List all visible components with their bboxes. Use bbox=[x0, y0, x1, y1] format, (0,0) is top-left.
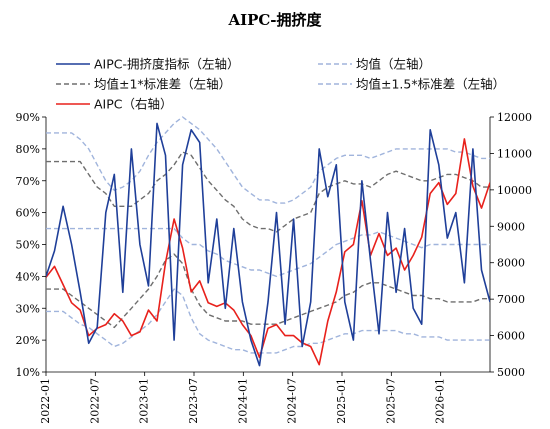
right-tick-label: 9000 bbox=[497, 220, 525, 233]
x-tick-label: 2025-01 bbox=[335, 378, 348, 424]
x-tick-label: 2025-07 bbox=[384, 378, 397, 424]
right-tick-label: 7000 bbox=[497, 293, 525, 306]
series-line-2 bbox=[46, 151, 490, 233]
x-tick-label: 2022-01 bbox=[39, 378, 52, 424]
left-tick-label: 90% bbox=[16, 111, 40, 124]
right-axis-ticks: 5000 6000 7000 8000 9000 10000 11000 12000 bbox=[490, 111, 532, 379]
series-line-3 bbox=[46, 253, 490, 329]
series-line-0 bbox=[46, 122, 490, 367]
left-tick-label: 10% bbox=[16, 366, 40, 379]
left-tick-label: 80% bbox=[16, 143, 40, 156]
chart-title: AIPC-拥挤度 bbox=[227, 11, 322, 29]
left-tick-label: 60% bbox=[16, 207, 40, 220]
axes bbox=[45, 117, 491, 373]
legend-label: 均值±1.5*标准差（左轴） bbox=[356, 77, 505, 92]
right-tick-label: 11000 bbox=[497, 147, 532, 160]
series-group bbox=[46, 116, 490, 367]
right-tick-label: 6000 bbox=[497, 330, 525, 343]
left-tick-label: 30% bbox=[16, 302, 40, 315]
right-tick-label: 8000 bbox=[497, 257, 525, 270]
right-tick-label: 10000 bbox=[497, 184, 532, 197]
left-tick-label: 50% bbox=[16, 239, 40, 252]
series-line-6 bbox=[46, 138, 490, 366]
x-tick-label: 2023-07 bbox=[187, 378, 200, 424]
left-tick-label: 20% bbox=[16, 334, 40, 347]
x-tick-label: 2023-01 bbox=[138, 378, 151, 424]
x-tick-label: 2026-01 bbox=[434, 378, 447, 424]
left-tick-label: 70% bbox=[16, 175, 40, 188]
right-tick-label: 12000 bbox=[497, 111, 532, 124]
series-line-1 bbox=[46, 227, 490, 278]
x-tick-label: 2024-01 bbox=[236, 378, 249, 424]
x-tick-label: 2024-07 bbox=[286, 378, 299, 424]
legend-label: 均值（左轴） bbox=[356, 57, 431, 72]
legend-label: 均值±1*标准差（左轴） bbox=[94, 77, 231, 92]
series-line-5 bbox=[46, 288, 490, 354]
series-line-4 bbox=[46, 116, 490, 204]
legend: AIPC-拥挤度指标（左轴） 均值（左轴） 均值±1*标准差（左轴） 均值±1.5*标… bbox=[56, 57, 505, 112]
legend-label: AIPC-拥挤度指标（左轴） bbox=[94, 57, 240, 72]
left-tick-label: 40% bbox=[16, 270, 40, 283]
x-axis-ticks: 2022-01 2022-07 2023-01 2023-07 2024-01 2024-… bbox=[39, 372, 447, 424]
x-tick-label: 2022-07 bbox=[88, 378, 101, 424]
right-tick-label: 5000 bbox=[497, 366, 525, 379]
legend-label: AIPC（右轴） bbox=[94, 97, 173, 112]
left-axis-ticks: 10% 20% 30% 40% 50% 60% 70% 80% 90% bbox=[16, 111, 46, 379]
